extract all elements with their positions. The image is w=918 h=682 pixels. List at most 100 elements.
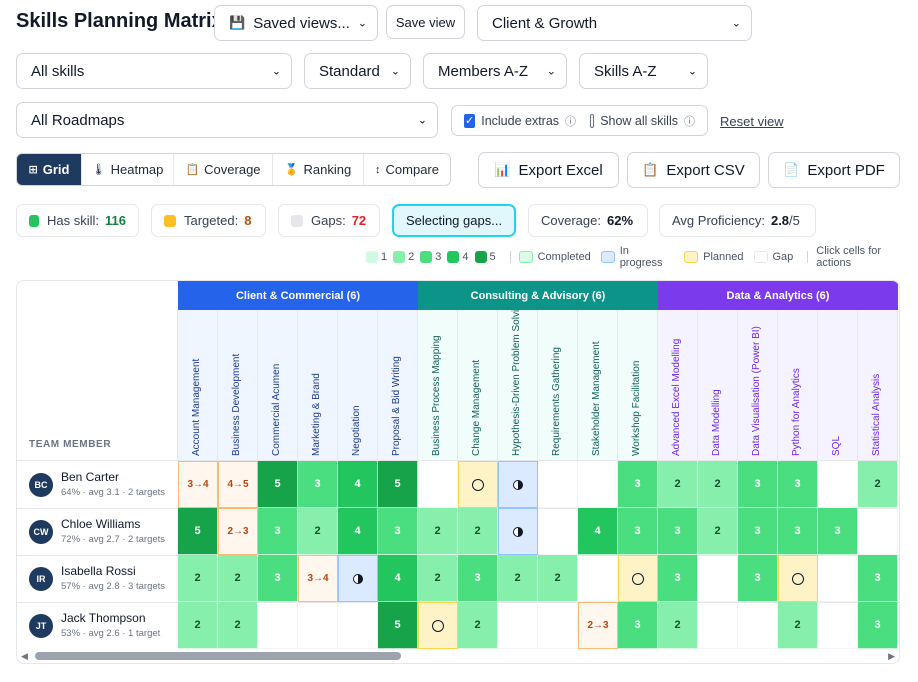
category-header[interactable]: Consulting & Advisory (6) <box>418 281 658 310</box>
scroll-left-icon[interactable]: ◀ <box>21 651 28 661</box>
skill-sort-select[interactable]: Skills A-Z ⌄ <box>579 53 708 89</box>
skill-cell[interactable] <box>538 508 578 555</box>
skill-cell[interactable] <box>818 602 858 649</box>
skill-cell[interactable]: 2 <box>698 461 738 508</box>
team-member-row[interactable]: IR Isabella Rossi 57% · avg 2.8 · 3 target… <box>17 555 178 602</box>
skill-column-header[interactable]: Data Visualisation (Power BI) <box>738 310 778 460</box>
horizontal-scrollbar[interactable]: ◀ ▶ <box>17 649 899 663</box>
skill-cell[interactable]: 3 <box>738 461 778 508</box>
info-icon[interactable]: ⓘ <box>565 115 577 128</box>
view-mode-select[interactable]: Standard ⌄ <box>304 53 411 89</box>
tab-compare[interactable]: ↕ Compare <box>364 154 450 185</box>
selecting-gaps-button[interactable]: Selecting gaps... <box>392 204 516 237</box>
in-progress-cell[interactable] <box>338 555 378 602</box>
skill-cell[interactable]: 2 <box>418 508 458 555</box>
skill-cell[interactable]: 3 <box>618 602 658 649</box>
skill-cell[interactable] <box>298 602 338 649</box>
skill-cell[interactable]: 2 <box>858 461 898 508</box>
category-header[interactable]: Client & Commercial (6) <box>178 281 418 310</box>
skill-column-header[interactable]: Negotiation <box>338 310 378 460</box>
skills-filter-select[interactable]: All skills ⌄ <box>16 53 292 89</box>
tab-heatmap[interactable]: 🌡 Heatmap <box>82 154 174 185</box>
team-member-row[interactable]: CW Chloe Williams 72% · avg 2.7 · 2 target… <box>17 508 178 555</box>
skill-cell[interactable]: 3 <box>738 508 778 555</box>
skill-cell[interactable] <box>418 461 458 508</box>
skill-cell[interactable]: 5 <box>378 602 418 649</box>
skill-column-header[interactable]: Statistical Analysis <box>858 310 898 460</box>
planned-cell[interactable] <box>458 461 498 508</box>
skill-column-header[interactable]: Python for Analytics <box>778 310 818 460</box>
scrollbar-thumb[interactable] <box>35 652 401 660</box>
skill-cell[interactable]: 4 <box>338 461 378 508</box>
skill-cell[interactable]: 2 <box>178 555 218 602</box>
skill-cell[interactable]: 2 <box>418 555 458 602</box>
skill-cell[interactable]: 2 <box>298 508 338 555</box>
in-progress-cell[interactable] <box>498 508 538 555</box>
skill-cell[interactable] <box>818 555 858 602</box>
target-cell[interactable]: 3→4 <box>178 461 218 508</box>
skill-cell[interactable]: 2 <box>178 602 218 649</box>
skill-cell[interactable]: 3 <box>778 461 818 508</box>
skill-cell[interactable]: 3 <box>658 508 698 555</box>
skill-column-header[interactable]: Advanced Excel Modelling <box>658 310 698 460</box>
in-progress-cell[interactable] <box>498 461 538 508</box>
skill-cell[interactable]: 3 <box>658 555 698 602</box>
save-view-button[interactable]: Save view <box>386 5 465 39</box>
skill-cell[interactable] <box>578 555 618 602</box>
target-cell[interactable]: 2→3 <box>578 602 618 649</box>
reset-view-link[interactable]: Reset view <box>720 114 784 129</box>
skill-cell[interactable]: 5 <box>378 461 418 508</box>
team-select[interactable]: Client & Growth ⌄ <box>477 5 752 41</box>
skill-cell[interactable]: 2 <box>218 555 258 602</box>
skill-cell[interactable]: 3 <box>258 555 298 602</box>
tab-coverage[interactable]: 📋 Coverage <box>174 154 273 185</box>
skill-cell[interactable]: 2 <box>458 508 498 555</box>
show-all-skills-checkbox[interactable] <box>590 113 595 128</box>
skill-column-header[interactable]: Business Process Mapping <box>418 310 458 460</box>
skill-cell[interactable]: 5 <box>178 508 218 555</box>
planned-cell[interactable] <box>418 602 458 649</box>
skill-cell[interactable]: 3 <box>458 555 498 602</box>
roadmaps-select[interactable]: All Roadmaps ⌄ <box>16 102 438 138</box>
planned-cell[interactable] <box>778 555 818 602</box>
target-cell[interactable]: 3→4 <box>298 555 338 602</box>
include-extras-checkbox[interactable]: ✓ <box>464 113 476 128</box>
skill-cell[interactable] <box>738 602 778 649</box>
tab-ranking[interactable]: 🏅 Ranking <box>273 154 364 185</box>
skill-cell[interactable] <box>818 461 858 508</box>
skill-column-header[interactable]: Commercial Acumen <box>258 310 298 460</box>
skill-cell[interactable]: 3 <box>778 508 818 555</box>
target-cell[interactable]: 2→3 <box>218 508 258 555</box>
skill-cell[interactable]: 2 <box>458 602 498 649</box>
skill-cell[interactable] <box>698 555 738 602</box>
targeted-stat[interactable]: Targeted: 8 <box>151 204 266 237</box>
skill-column-header[interactable]: Proposal & Bid Writing <box>378 310 418 460</box>
skill-column-header[interactable]: Business Development <box>218 310 258 460</box>
member-sort-select[interactable]: Members A-Z ⌄ <box>423 53 567 89</box>
skill-cell[interactable]: 2 <box>218 602 258 649</box>
skill-column-header[interactable]: Data Modelling <box>698 310 738 460</box>
skill-cell[interactable]: 3 <box>858 555 898 602</box>
skill-column-header[interactable]: SQL <box>818 310 858 460</box>
export-pdf-button[interactable]: 📄 Export PDF <box>768 152 900 188</box>
skill-cell[interactable]: 5 <box>258 461 298 508</box>
skill-cell[interactable] <box>858 508 898 555</box>
skill-cell[interactable]: 4 <box>378 555 418 602</box>
skill-column-header[interactable]: Stakeholder Management <box>578 310 618 460</box>
team-member-row[interactable]: BC Ben Carter 64% · avg 3.1 · 2 targets <box>17 461 178 508</box>
skill-column-header[interactable]: Change Management <box>458 310 498 460</box>
skill-cell[interactable] <box>538 602 578 649</box>
skill-cell[interactable]: 4 <box>338 508 378 555</box>
category-header[interactable]: Data & Analytics (6) <box>658 281 898 310</box>
has-skill-stat[interactable]: Has skill: 116 <box>16 204 139 237</box>
skill-column-header[interactable]: Workshop Facilitation <box>618 310 658 460</box>
export-csv-button[interactable]: 📋 Export CSV <box>627 152 760 188</box>
skill-cell[interactable] <box>498 602 538 649</box>
skill-cell[interactable]: 4 <box>578 508 618 555</box>
export-excel-button[interactable]: 📊 Export Excel <box>478 152 619 188</box>
skill-cell[interactable]: 2 <box>498 555 538 602</box>
tab-grid[interactable]: ⊞ Grid <box>17 154 82 185</box>
skill-cell[interactable]: 2 <box>698 508 738 555</box>
skill-cell[interactable]: 3 <box>618 461 658 508</box>
skill-cell[interactable] <box>578 461 618 508</box>
